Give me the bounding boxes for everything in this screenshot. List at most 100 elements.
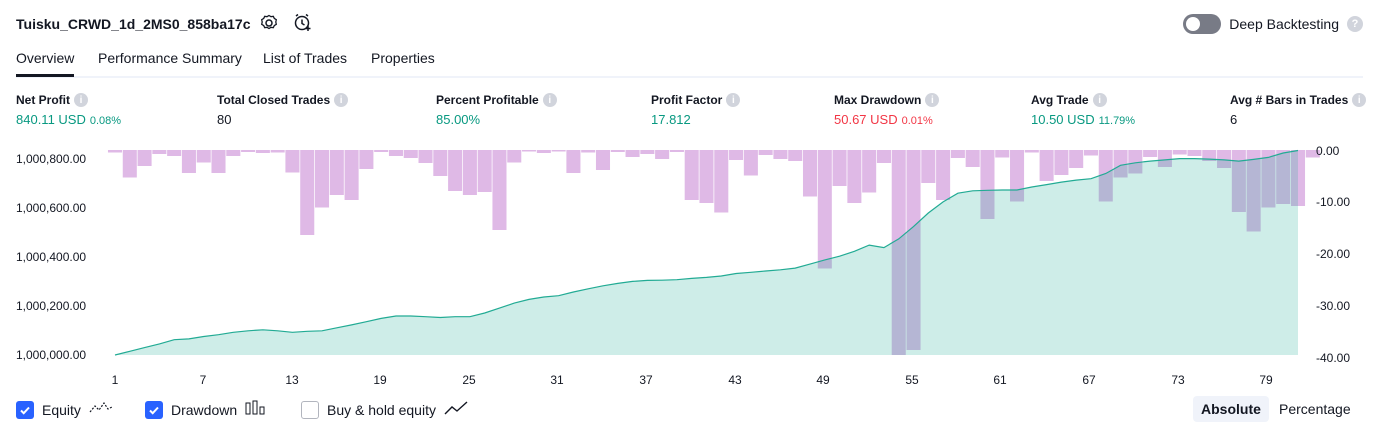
drawdown-bar bbox=[714, 150, 729, 213]
x-axis-tick: 13 bbox=[285, 373, 299, 387]
drawdown-bar bbox=[107, 150, 123, 153]
drawdown-bar bbox=[669, 150, 684, 152]
metric-label: Total Closed Trades bbox=[217, 93, 331, 107]
legend-equity[interactable]: Equity bbox=[16, 400, 113, 419]
metric-label: Percent Profitable bbox=[436, 93, 539, 107]
drawdown-bar bbox=[507, 150, 522, 163]
equity-checkbox[interactable] bbox=[16, 400, 34, 419]
drawdown-bar bbox=[122, 150, 137, 178]
deep-backtesting: Deep Backtesting ? bbox=[1183, 14, 1363, 34]
metric-value: 17.812 bbox=[651, 112, 691, 127]
x-axis-tick: 67 bbox=[1082, 373, 1096, 387]
drawdown-bar bbox=[1246, 150, 1261, 232]
drawdown-bar bbox=[921, 150, 936, 183]
metric-sub-value: 0.08% bbox=[89, 115, 122, 127]
drawdown-checkbox[interactable] bbox=[145, 400, 163, 419]
absolute-toggle[interactable]: Absolute bbox=[1193, 396, 1269, 422]
buy-hold-checkbox[interactable] bbox=[301, 400, 319, 419]
drawdown-bar bbox=[817, 150, 832, 269]
drawdown-bar bbox=[285, 150, 300, 173]
x-axis-tick: 1 bbox=[111, 373, 119, 387]
tab-overview[interactable]: Overview bbox=[16, 50, 75, 77]
legend-label: Equity bbox=[42, 401, 81, 418]
drawdown-bar bbox=[1172, 150, 1187, 155]
drawdown-bar bbox=[581, 150, 596, 153]
equity-line-icon bbox=[89, 400, 113, 419]
help-icon[interactable]: ? bbox=[1347, 16, 1363, 32]
settings-icon[interactable] bbox=[258, 12, 280, 34]
tab-list-of-trades[interactable]: List of Trades bbox=[263, 50, 348, 66]
drawdown-bar bbox=[1202, 150, 1217, 161]
tab-performance-summary[interactable]: Performance Summary bbox=[98, 50, 242, 66]
metric-label: Profit Factor bbox=[651, 93, 723, 107]
x-axis-tick: 79 bbox=[1259, 373, 1273, 387]
x-axis-tick: 31 bbox=[550, 373, 564, 387]
right-axis-tick: -40.00 bbox=[1316, 351, 1351, 365]
metric-avg-trade: Avg Trade i 10.50 USD 11.79% bbox=[1031, 93, 1135, 127]
percentage-toggle[interactable]: Percentage bbox=[1279, 401, 1351, 417]
x-axis-tick: 37 bbox=[639, 373, 653, 387]
drawdown-bar bbox=[448, 150, 463, 191]
deep-backtesting-toggle[interactable] bbox=[1183, 14, 1222, 34]
drawdown-bar bbox=[965, 150, 980, 167]
x-axis-tick: 7 bbox=[199, 373, 207, 387]
metric-value: 840.11 USD bbox=[16, 112, 86, 127]
x-axis-tick: 25 bbox=[462, 373, 476, 387]
info-icon[interactable]: i bbox=[1352, 93, 1367, 107]
drawdown-bar bbox=[1039, 150, 1054, 181]
info-icon[interactable]: i bbox=[925, 93, 940, 107]
info-icon[interactable]: i bbox=[74, 93, 88, 107]
left-axis-tick: 1,000,400.00 bbox=[16, 250, 87, 264]
drawdown-bar bbox=[847, 150, 862, 203]
info-icon[interactable]: i bbox=[1092, 93, 1107, 107]
drawdown-bar bbox=[388, 150, 403, 156]
drawdown-bar bbox=[167, 150, 182, 156]
left-axis-tick: 1,000,800.00 bbox=[16, 152, 87, 166]
drawdown-bar bbox=[315, 150, 330, 208]
legend-buy-hold[interactable]: Buy & hold equity bbox=[301, 400, 468, 419]
drawdown-bar bbox=[1024, 150, 1039, 153]
add-alert-icon[interactable] bbox=[292, 12, 314, 34]
strategy-title: Tuisku_CRWD_1d_2MS0_858ba17c bbox=[16, 16, 251, 32]
drawdown-bar bbox=[891, 150, 906, 355]
drawdown-bar bbox=[477, 150, 492, 192]
drawdown-bar bbox=[1054, 150, 1069, 175]
drawdown-bar bbox=[832, 150, 847, 186]
info-icon[interactable]: i bbox=[726, 93, 741, 107]
drawdown-bar bbox=[270, 150, 285, 153]
drawdown-bar bbox=[359, 150, 374, 169]
drawdown-bar bbox=[181, 150, 196, 173]
left-axis-tick: 1,000,600.00 bbox=[16, 201, 87, 215]
drawdown-bar bbox=[300, 150, 315, 235]
drawdown-bar bbox=[226, 150, 241, 156]
metric-avg-bars-in-trades: Avg # Bars in Trades i 6 bbox=[1230, 93, 1367, 127]
metric-sub-value: 11.79% bbox=[1098, 115, 1136, 127]
metric-value: 50.67 USD bbox=[834, 112, 898, 127]
right-axis-tick: -10.00 bbox=[1316, 195, 1351, 209]
drawdown-bar bbox=[640, 150, 655, 154]
drawdown-bar bbox=[1276, 150, 1291, 204]
info-icon[interactable]: i bbox=[334, 93, 349, 107]
legend-label: Drawdown bbox=[171, 401, 238, 418]
drawdown-bar bbox=[1128, 150, 1143, 174]
drawdown-bar bbox=[1143, 150, 1158, 157]
drawdown-bar bbox=[980, 150, 995, 219]
metric-label: Avg Trade bbox=[1031, 93, 1089, 107]
equity-area bbox=[115, 150, 1298, 355]
drawdown-bar bbox=[1187, 150, 1202, 156]
drawdown-bar bbox=[1010, 150, 1025, 202]
x-axis-tick: 49 bbox=[816, 373, 830, 387]
drawdown-bar bbox=[433, 150, 448, 176]
drawdown-bar bbox=[522, 150, 537, 152]
right-axis-tick: -30.00 bbox=[1316, 299, 1351, 313]
equity-line bbox=[114, 149, 1299, 356]
legend-drawdown[interactable]: Drawdown bbox=[145, 400, 265, 419]
left-axis-tick: 1,000,000.00 bbox=[16, 348, 87, 362]
drawdown-bar bbox=[211, 150, 226, 173]
x-axis-tick: 43 bbox=[728, 373, 742, 387]
info-icon[interactable]: i bbox=[542, 93, 557, 107]
tab-properties[interactable]: Properties bbox=[371, 50, 435, 66]
metric-max-drawdown: Max Drawdown i 50.67 USD 0.01% bbox=[834, 93, 940, 127]
drawdown-bar bbox=[758, 150, 773, 155]
